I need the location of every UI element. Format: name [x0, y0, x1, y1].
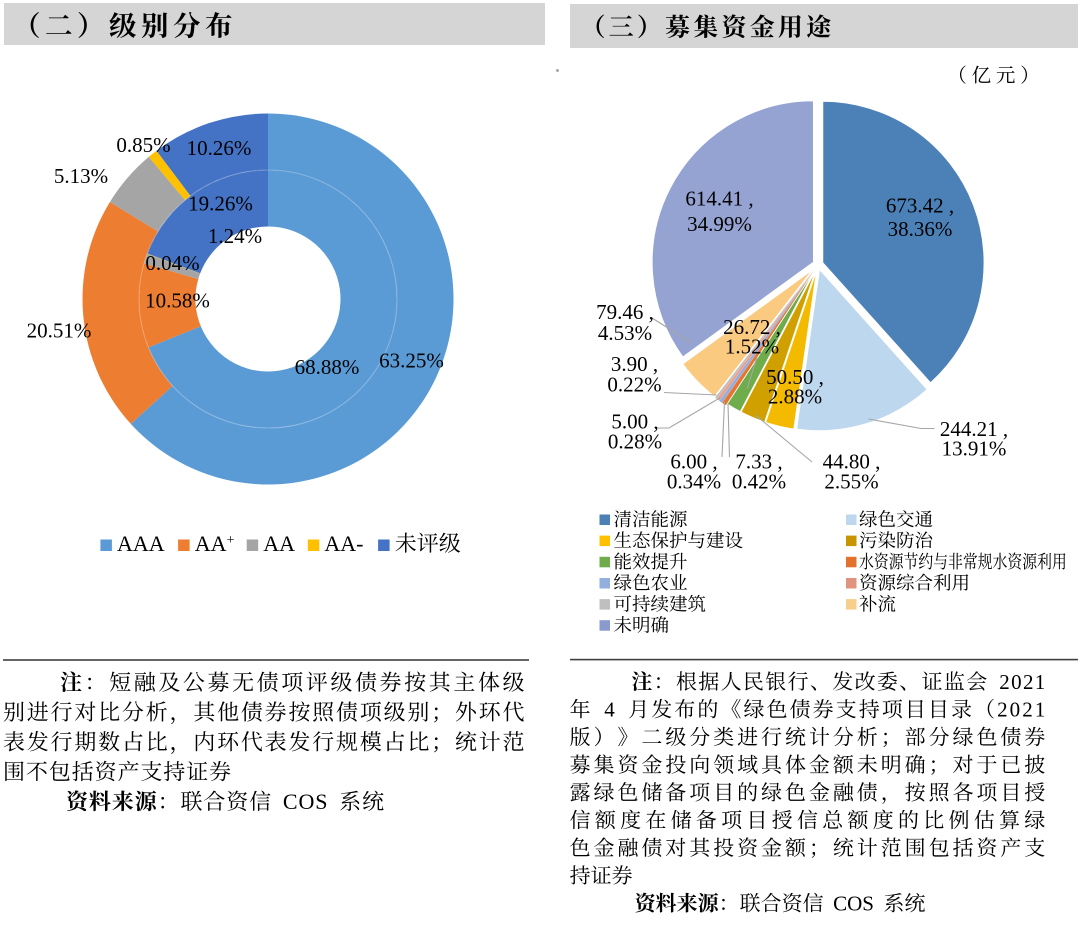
svg-text:13.91%: 13.91% [942, 437, 1007, 461]
svg-text:0.34%: 0.34% [667, 470, 721, 494]
svg-text:AA: AA [263, 531, 295, 556]
svg-text:244.21 ,: 244.21 , [940, 417, 1008, 441]
svg-text:0.04%: 0.04% [145, 251, 199, 275]
svg-text:68.88%: 68.88% [295, 355, 360, 379]
svg-text:AAA: AAA [117, 531, 165, 556]
svg-text:10.58%: 10.58% [145, 289, 210, 313]
svg-text:79.46 ,: 79.46 , [596, 300, 654, 324]
svg-text:1.52%: 1.52% [725, 335, 779, 359]
svg-text:+: + [227, 533, 235, 548]
svg-text:0.28%: 0.28% [608, 430, 662, 454]
svg-text:AA-: AA- [324, 531, 363, 556]
svg-text:2021: 2021 [999, 670, 1046, 694]
svg-text:AA: AA [195, 531, 227, 556]
svg-text:26.72 ,: 26.72 , [723, 315, 781, 339]
svg-text:34.99%: 34.99% [687, 212, 752, 236]
svg-text:0.42%: 0.42% [732, 470, 786, 494]
svg-text:5.00 ,: 5.00 , [611, 410, 658, 434]
svg-text:7.33 ,: 7.33 , [735, 450, 782, 474]
svg-text:4: 4 [604, 698, 617, 722]
svg-text:38.36%: 38.36% [888, 217, 953, 241]
svg-text:6.00 ,: 6.00 , [670, 450, 717, 474]
svg-text:10.26%: 10.26% [187, 136, 252, 160]
svg-text:0.85%: 0.85% [116, 133, 170, 157]
svg-text:COS: COS [833, 892, 874, 916]
svg-text:0.22%: 0.22% [607, 373, 661, 397]
svg-text:1.24%: 1.24% [208, 224, 262, 248]
svg-text:50.50 ,: 50.50 , [766, 365, 824, 389]
svg-text:20.51%: 20.51% [27, 319, 92, 343]
svg-text:4.53%: 4.53% [598, 321, 652, 345]
svg-text:614.41 ,: 614.41 , [685, 187, 753, 211]
svg-text:5.13%: 5.13% [54, 164, 108, 188]
svg-text:2.88%: 2.88% [768, 385, 822, 409]
svg-text:44.80 ,: 44.80 , [823, 450, 881, 474]
svg-text:19.26%: 19.26% [188, 192, 253, 216]
svg-text:673.42 ,: 673.42 , [886, 194, 954, 218]
svg-text:COS: COS [283, 789, 329, 814]
svg-text:2.55%: 2.55% [824, 470, 878, 494]
svg-text:3.90 ,: 3.90 , [611, 352, 658, 376]
svg-text:63.25%: 63.25% [379, 349, 444, 373]
svg-text:2021: 2021 [997, 698, 1047, 722]
